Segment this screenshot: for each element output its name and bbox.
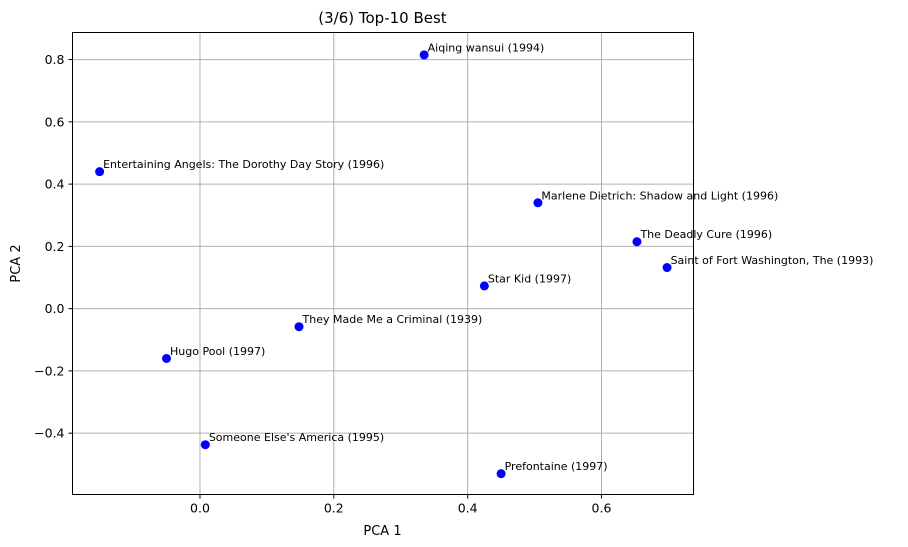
y-tick-label: 0.4 <box>45 177 65 192</box>
y-tick-label: 0.6 <box>45 114 65 129</box>
point-label: Saint of Fort Washington, The (1993) <box>671 254 874 267</box>
y-tick-label: 0.2 <box>45 239 65 254</box>
point-label: Entertaining Angels: The Dorothy Day Sto… <box>103 158 384 171</box>
point-label: Star Kid (1997) <box>488 272 571 285</box>
y-axis-ticks: −0.4 −0.2 0.0 0.2 0.4 0.6 0.8 <box>34 52 73 441</box>
point-label: Hugo Pool (1997) <box>170 345 265 358</box>
y-tick-label: 0.0 <box>45 301 65 316</box>
x-tick-label: 0.0 <box>190 501 210 516</box>
point-label: Marlene Dietrich: Shadow and Light (1996… <box>541 189 778 202</box>
data-point <box>662 263 672 273</box>
y-axis-label: PCA 2 <box>9 244 24 282</box>
data-point <box>162 353 172 363</box>
chart-title: (3/6) Top-10 Best <box>318 9 447 27</box>
data-point <box>419 50 429 60</box>
y-tick-label: −0.4 <box>34 426 64 441</box>
point-label: Prefontaine (1997) <box>505 460 608 473</box>
x-tick-label: 0.6 <box>592 501 612 516</box>
x-axis-label: PCA 1 <box>363 524 401 539</box>
x-axis-ticks: 0.0 0.2 0.4 0.6 <box>190 494 612 516</box>
point-label: Aiqing wansui (1994) <box>428 41 545 54</box>
x-tick-label: 0.2 <box>324 501 344 516</box>
plot-frame <box>72 32 694 495</box>
data-point <box>479 281 489 291</box>
x-tick-label: 0.4 <box>458 501 478 516</box>
grid-lines <box>72 32 694 495</box>
point-labels: Aiqing wansui (1994) Entertaining Angels:… <box>103 41 873 473</box>
point-label: They Made Me a Criminal (1939) <box>302 313 483 326</box>
y-tick-label: 0.8 <box>45 52 65 67</box>
data-point <box>95 167 105 177</box>
data-point <box>496 469 506 479</box>
point-label: The Deadly Cure (1996) <box>639 228 772 241</box>
data-point <box>632 237 642 247</box>
data-points <box>95 50 672 479</box>
data-point <box>200 440 210 450</box>
point-label: Someone Else's America (1995) <box>209 431 384 444</box>
data-point <box>294 322 304 332</box>
data-point <box>533 198 543 208</box>
y-tick-label: −0.2 <box>34 363 64 378</box>
